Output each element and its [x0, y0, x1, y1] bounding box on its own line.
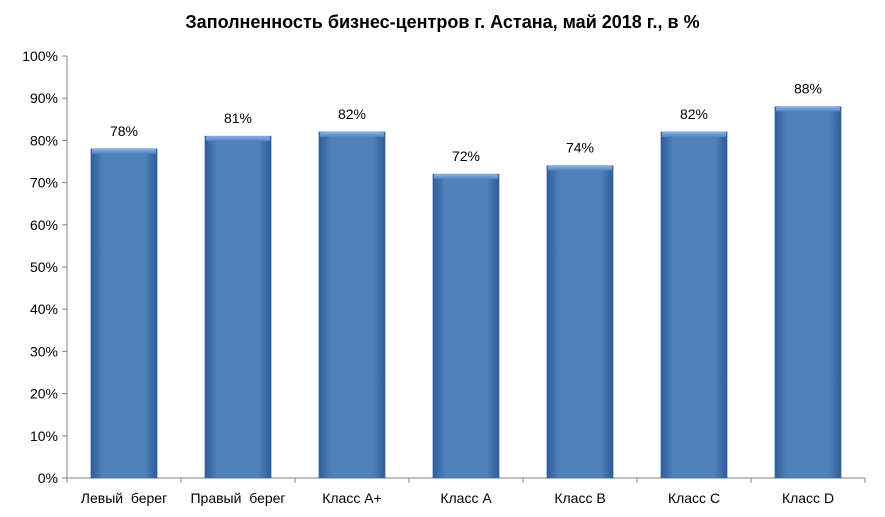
bar-value-label: 82%	[680, 106, 708, 122]
bar-cap	[661, 131, 727, 137]
y-tick-label: 30%	[30, 343, 58, 359]
bar-cap	[775, 106, 841, 112]
x-tick-label: Класс А	[440, 490, 492, 506]
bar-value-label: 88%	[794, 81, 822, 97]
chart-title: Заполненность бизнес-центров г. Астана, …	[185, 12, 700, 32]
x-tick-label: Класс В	[554, 490, 605, 506]
y-tick-label: 80%	[30, 132, 58, 148]
y-tick-label: 40%	[30, 301, 58, 317]
bars	[90, 106, 842, 479]
bar	[90, 148, 158, 479]
bar-value-label: 72%	[452, 148, 480, 164]
bar-value-label: 78%	[110, 123, 138, 139]
bar-cap	[319, 131, 385, 137]
y-tick-label: 90%	[30, 90, 58, 106]
bar-cap	[205, 136, 271, 142]
x-tick-label: Класс D	[782, 490, 834, 506]
y-tick-label: 10%	[30, 428, 58, 444]
bar	[660, 131, 728, 479]
bar	[432, 173, 500, 479]
x-tick-label: Класс А+	[322, 490, 382, 506]
x-tick-label: Класс С	[668, 490, 720, 506]
x-tick-label: Правый берег	[190, 490, 285, 506]
bar-value-label: 81%	[224, 110, 252, 126]
bar-cap	[433, 174, 499, 180]
bar-cap	[91, 148, 157, 154]
y-tick-label: 0%	[38, 470, 58, 486]
x-tick-label: Левый берег	[81, 490, 167, 506]
labels: 78% Левый берег 81% Правый берег 82% Класс А+…	[81, 81, 834, 506]
y-tick-label: 50%	[30, 259, 58, 275]
y-tick-label: 70%	[30, 175, 58, 191]
bar	[318, 131, 386, 479]
bar-value-label: 74%	[566, 140, 594, 156]
y-tick-label: 60%	[30, 217, 58, 233]
y-tick-label: 100%	[22, 48, 58, 64]
y-tick-label: 20%	[30, 386, 58, 402]
bar	[546, 165, 614, 479]
bar-value-label: 82%	[338, 106, 366, 122]
bar-cap	[547, 165, 613, 171]
axes: 0% 10% 20% 30% 40% 50% 60% 70% 80% 90% 100%	[22, 48, 866, 486]
bar	[774, 106, 842, 479]
bar	[204, 135, 272, 479]
